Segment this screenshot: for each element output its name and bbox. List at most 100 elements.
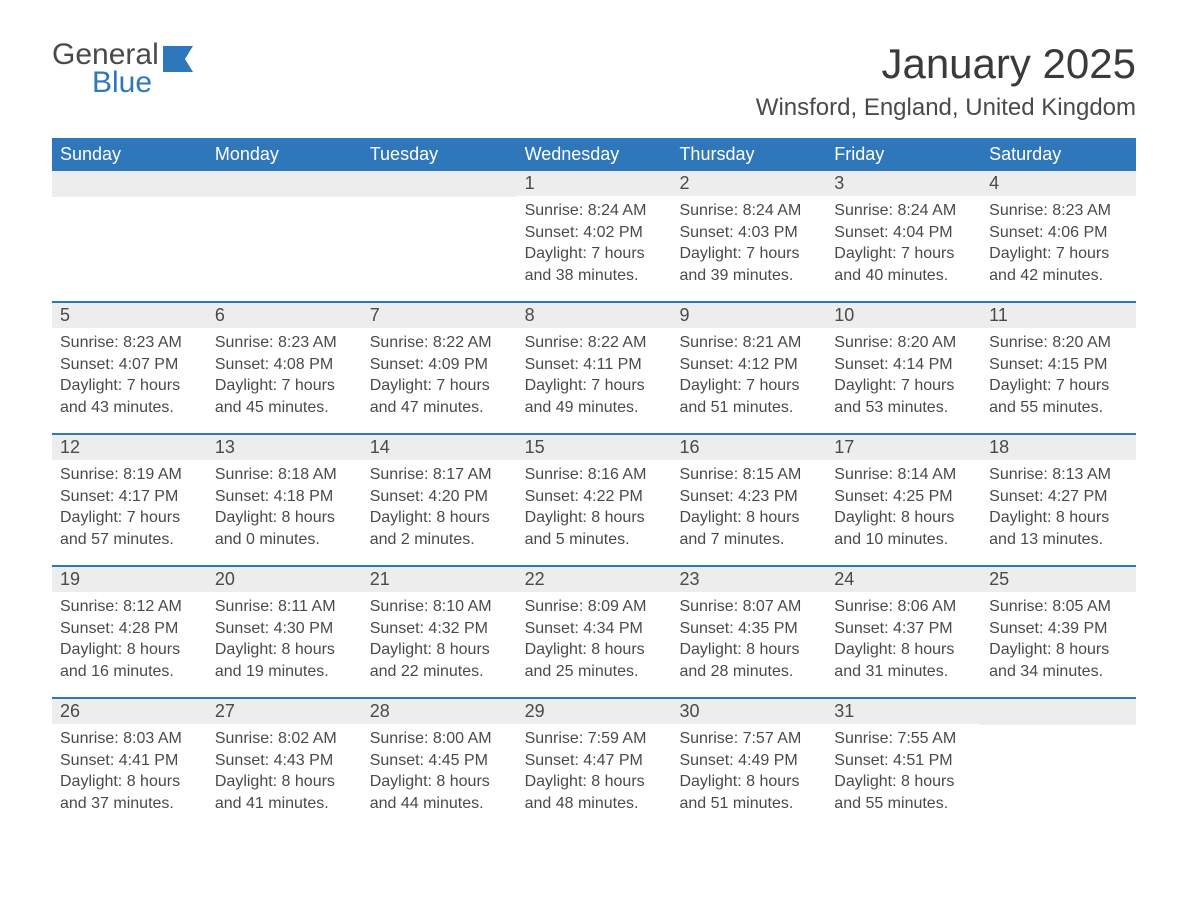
day-cell: 3Sunrise: 8:24 AMSunset: 4:04 PMDaylight… (826, 171, 981, 301)
sunset-line: Sunset: 4:34 PM (525, 618, 664, 640)
day-cell: 7Sunrise: 8:22 AMSunset: 4:09 PMDaylight… (362, 303, 517, 433)
day-body: Sunrise: 8:20 AMSunset: 4:14 PMDaylight:… (826, 328, 981, 426)
week-row: 26Sunrise: 8:03 AMSunset: 4:41 PMDayligh… (52, 697, 1136, 829)
day-number: 8 (517, 303, 672, 328)
day-body: Sunrise: 8:18 AMSunset: 4:18 PMDaylight:… (207, 460, 362, 558)
day-cell: 30Sunrise: 7:57 AMSunset: 4:49 PMDayligh… (671, 699, 826, 829)
day-cell (52, 171, 207, 301)
daylight-line: Daylight: 7 hours and 47 minutes. (370, 375, 509, 418)
daylight-line: Daylight: 8 hours and 13 minutes. (989, 507, 1128, 550)
title-block: January 2025 Winsford, England, United K… (756, 40, 1136, 132)
day-body: Sunrise: 8:23 AMSunset: 4:08 PMDaylight:… (207, 328, 362, 426)
day-cell: 9Sunrise: 8:21 AMSunset: 4:12 PMDaylight… (671, 303, 826, 433)
daylight-line: Daylight: 8 hours and 28 minutes. (679, 639, 818, 682)
sunrise-line: Sunrise: 8:06 AM (834, 596, 973, 618)
day-cell: 25Sunrise: 8:05 AMSunset: 4:39 PMDayligh… (981, 567, 1136, 697)
day-header: Wednesday (517, 138, 672, 171)
day-cell: 27Sunrise: 8:02 AMSunset: 4:43 PMDayligh… (207, 699, 362, 829)
day-body: Sunrise: 7:59 AMSunset: 4:47 PMDaylight:… (517, 724, 672, 822)
daylight-line: Daylight: 8 hours and 55 minutes. (834, 771, 973, 814)
sunset-line: Sunset: 4:04 PM (834, 222, 973, 244)
day-number: 15 (517, 435, 672, 460)
daylight-line: Daylight: 8 hours and 5 minutes. (525, 507, 664, 550)
sunrise-line: Sunrise: 8:13 AM (989, 464, 1128, 486)
day-number: 14 (362, 435, 517, 460)
day-body: Sunrise: 8:17 AMSunset: 4:20 PMDaylight:… (362, 460, 517, 558)
sunrise-line: Sunrise: 8:17 AM (370, 464, 509, 486)
sunrise-line: Sunrise: 8:20 AM (834, 332, 973, 354)
sunrise-line: Sunrise: 8:14 AM (834, 464, 973, 486)
day-body: Sunrise: 8:10 AMSunset: 4:32 PMDaylight:… (362, 592, 517, 690)
logo-flag-icon (163, 46, 203, 72)
day-header: Thursday (671, 138, 826, 171)
sunrise-line: Sunrise: 8:19 AM (60, 464, 199, 486)
week-row: 12Sunrise: 8:19 AMSunset: 4:17 PMDayligh… (52, 433, 1136, 565)
day-number: 6 (207, 303, 362, 328)
sunrise-line: Sunrise: 8:24 AM (834, 200, 973, 222)
day-number: 21 (362, 567, 517, 592)
day-body: Sunrise: 8:13 AMSunset: 4:27 PMDaylight:… (981, 460, 1136, 558)
day-body: Sunrise: 7:55 AMSunset: 4:51 PMDaylight:… (826, 724, 981, 822)
sunset-line: Sunset: 4:35 PM (679, 618, 818, 640)
sunrise-line: Sunrise: 8:11 AM (215, 596, 354, 618)
day-body: Sunrise: 8:14 AMSunset: 4:25 PMDaylight:… (826, 460, 981, 558)
day-body: Sunrise: 8:11 AMSunset: 4:30 PMDaylight:… (207, 592, 362, 690)
day-number: 20 (207, 567, 362, 592)
sunset-line: Sunset: 4:37 PM (834, 618, 973, 640)
empty-day-header (207, 171, 362, 197)
day-number: 23 (671, 567, 826, 592)
month-title: January 2025 (756, 40, 1136, 88)
day-number: 25 (981, 567, 1136, 592)
daylight-line: Daylight: 8 hours and 7 minutes. (679, 507, 818, 550)
day-number: 3 (826, 171, 981, 196)
day-body: Sunrise: 8:07 AMSunset: 4:35 PMDaylight:… (671, 592, 826, 690)
day-body: Sunrise: 8:24 AMSunset: 4:04 PMDaylight:… (826, 196, 981, 294)
daylight-line: Daylight: 8 hours and 19 minutes. (215, 639, 354, 682)
day-number: 5 (52, 303, 207, 328)
sunset-line: Sunset: 4:06 PM (989, 222, 1128, 244)
daylight-line: Daylight: 8 hours and 44 minutes. (370, 771, 509, 814)
day-cell: 19Sunrise: 8:12 AMSunset: 4:28 PMDayligh… (52, 567, 207, 697)
sunrise-line: Sunrise: 8:23 AM (215, 332, 354, 354)
sunset-line: Sunset: 4:25 PM (834, 486, 973, 508)
sunrise-line: Sunrise: 8:15 AM (679, 464, 818, 486)
sunrise-line: Sunrise: 8:22 AM (525, 332, 664, 354)
day-cell (981, 699, 1136, 829)
day-body: Sunrise: 8:21 AMSunset: 4:12 PMDaylight:… (671, 328, 826, 426)
day-number: 30 (671, 699, 826, 724)
day-body: Sunrise: 8:23 AMSunset: 4:06 PMDaylight:… (981, 196, 1136, 294)
day-body: Sunrise: 8:23 AMSunset: 4:07 PMDaylight:… (52, 328, 207, 426)
sunset-line: Sunset: 4:20 PM (370, 486, 509, 508)
day-body: Sunrise: 8:06 AMSunset: 4:37 PMDaylight:… (826, 592, 981, 690)
sunset-line: Sunset: 4:41 PM (60, 750, 199, 772)
calendar: SundayMondayTuesdayWednesdayThursdayFrid… (52, 138, 1136, 829)
day-number: 31 (826, 699, 981, 724)
daylight-line: Daylight: 8 hours and 25 minutes. (525, 639, 664, 682)
day-number: 28 (362, 699, 517, 724)
sunrise-line: Sunrise: 8:24 AM (679, 200, 818, 222)
day-cell: 10Sunrise: 8:20 AMSunset: 4:14 PMDayligh… (826, 303, 981, 433)
day-body: Sunrise: 8:22 AMSunset: 4:11 PMDaylight:… (517, 328, 672, 426)
day-number: 29 (517, 699, 672, 724)
daylight-line: Daylight: 7 hours and 49 minutes. (525, 375, 664, 418)
day-body: Sunrise: 8:02 AMSunset: 4:43 PMDaylight:… (207, 724, 362, 822)
day-number: 13 (207, 435, 362, 460)
sunrise-line: Sunrise: 7:57 AM (679, 728, 818, 750)
daylight-line: Daylight: 8 hours and 34 minutes. (989, 639, 1128, 682)
day-cell: 8Sunrise: 8:22 AMSunset: 4:11 PMDaylight… (517, 303, 672, 433)
day-number: 4 (981, 171, 1136, 196)
day-cell: 15Sunrise: 8:16 AMSunset: 4:22 PMDayligh… (517, 435, 672, 565)
week-row: 5Sunrise: 8:23 AMSunset: 4:07 PMDaylight… (52, 301, 1136, 433)
day-number: 17 (826, 435, 981, 460)
sunrise-line: Sunrise: 7:55 AM (834, 728, 973, 750)
daylight-line: Daylight: 7 hours and 45 minutes. (215, 375, 354, 418)
day-number: 16 (671, 435, 826, 460)
day-number: 24 (826, 567, 981, 592)
daylight-line: Daylight: 8 hours and 22 minutes. (370, 639, 509, 682)
day-header: Tuesday (362, 138, 517, 171)
daylight-line: Daylight: 8 hours and 16 minutes. (60, 639, 199, 682)
sunrise-line: Sunrise: 8:10 AM (370, 596, 509, 618)
sunset-line: Sunset: 4:14 PM (834, 354, 973, 376)
sunset-line: Sunset: 4:28 PM (60, 618, 199, 640)
day-cell: 22Sunrise: 8:09 AMSunset: 4:34 PMDayligh… (517, 567, 672, 697)
